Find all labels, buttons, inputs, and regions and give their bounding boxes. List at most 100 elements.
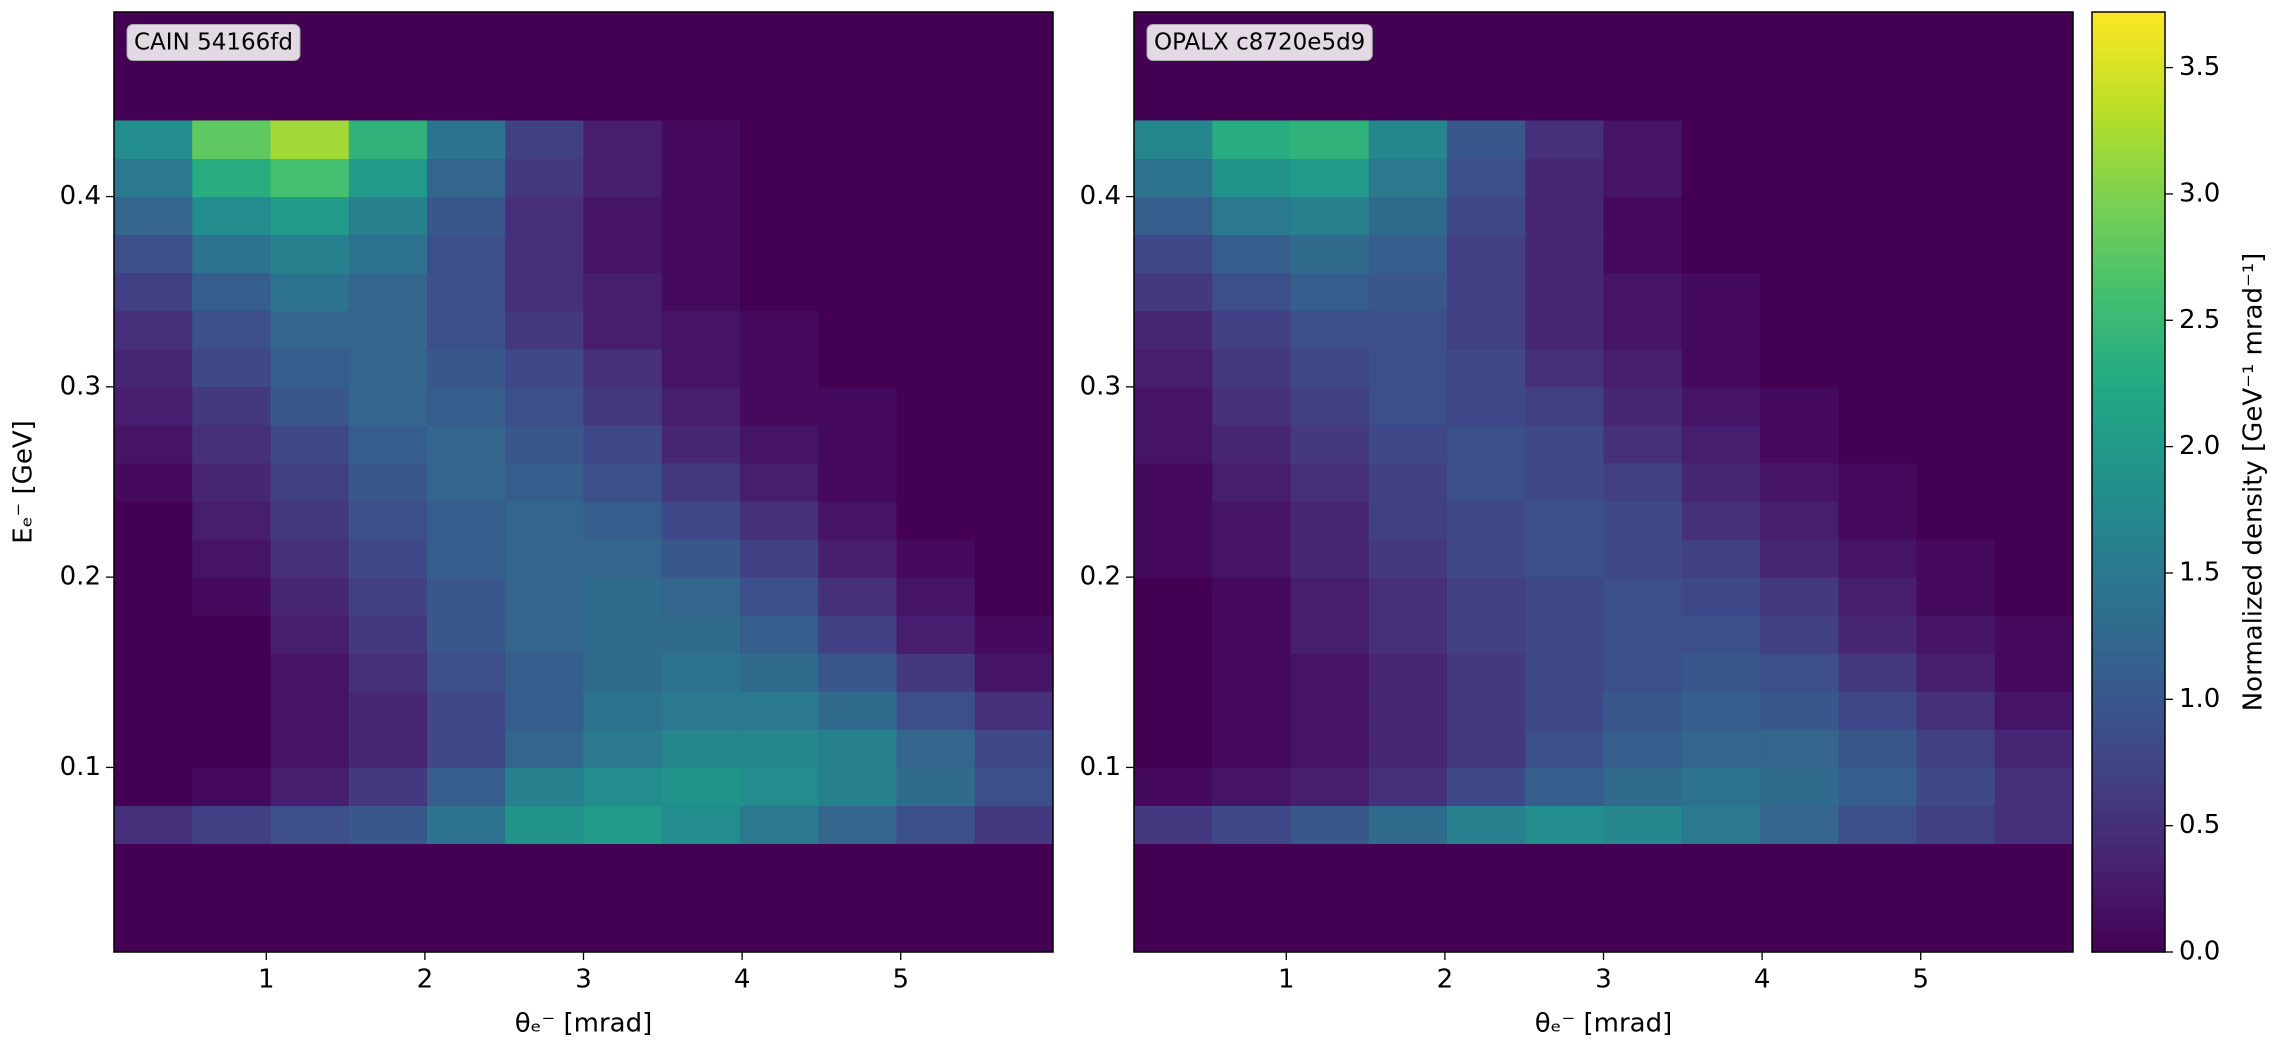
colorbar-gradient [2092, 872, 2165, 878]
heatmap-cell [1368, 691, 1448, 730]
heatmap-cell [505, 462, 584, 502]
colorbar-gradient [2092, 350, 2165, 356]
heatmap-cell [1525, 577, 1604, 616]
colorbar-gradient [2092, 392, 2165, 398]
colorbar-gradient [2092, 110, 2165, 116]
heatmap-cell [661, 501, 741, 540]
colorbar-tick-label: 2.0 [2179, 431, 2220, 461]
heatmap-cell [1134, 767, 1213, 806]
heatmap-cell [818, 539, 897, 578]
heatmap-cell [192, 272, 272, 312]
heatmap-cell [583, 196, 663, 236]
colorbar-gradient [2092, 120, 2165, 126]
heatmap-cell [505, 348, 584, 388]
colorbar-gradient [2092, 242, 2165, 248]
heatmap-cell [1838, 501, 1917, 540]
heatmap-cell [1760, 386, 1839, 426]
heatmap-cell [192, 462, 272, 502]
heatmap-cell [740, 805, 819, 845]
heatmap-cell [896, 691, 976, 730]
heatmap-cell [348, 805, 428, 845]
x-tick-label: 2 [1437, 965, 1454, 995]
heatmap-cell [192, 386, 272, 426]
colorbar-gradient [2092, 270, 2165, 276]
colorbar-gradient [2092, 77, 2165, 84]
heatmap-cell [1760, 577, 1839, 616]
heatmap-cell [1134, 120, 1213, 160]
heatmap-cell [740, 120, 819, 160]
colorbar-gradient [2092, 237, 2165, 243]
heatmap-cell [270, 691, 350, 730]
heatmap-cell [114, 196, 193, 236]
heatmap-cell [583, 729, 663, 768]
colorbar-gradient [2092, 778, 2165, 784]
colorbar-gradient [2092, 623, 2165, 629]
heatmap-cell [740, 196, 819, 236]
colorbar-gradient [2092, 289, 2165, 295]
heatmap-cell [192, 577, 272, 616]
heatmap-cell [1134, 424, 1213, 464]
heatmap-cell [505, 424, 584, 464]
heatmap-cell [1760, 501, 1839, 540]
heatmap-cell [818, 310, 897, 350]
heatmap-cell [1212, 120, 1292, 160]
heatmap-cell [818, 729, 897, 768]
heatmap-cell [270, 767, 350, 806]
colorbar-gradient [2092, 444, 2165, 450]
heatmap-cell [114, 234, 193, 274]
heatmap-cell [348, 691, 428, 730]
heatmap-cell [1760, 120, 1839, 160]
colorbar-gradient [2092, 524, 2165, 530]
heatmap-cell [1446, 767, 1526, 806]
heatmap-cell [114, 501, 193, 540]
colorbar-gradient [2092, 12, 2165, 18]
colorbar-gradient [2092, 96, 2165, 102]
colorbar-gradient [2092, 618, 2165, 624]
colorbar-gradient [2092, 702, 2165, 709]
colorbar-gradient [2092, 651, 2165, 657]
heatmap-cell [1994, 615, 2074, 654]
heatmap-cell [270, 577, 350, 616]
colorbar-gradient [2092, 881, 2165, 887]
heatmap-cell [896, 729, 976, 768]
heatmap-cell [1760, 805, 1839, 845]
colorbar-gradient [2092, 449, 2165, 455]
heatmap-cell [1525, 767, 1604, 806]
colorbar-gradient [2092, 895, 2165, 901]
colorbar-gradient [2092, 594, 2165, 601]
heatmap-cell [974, 691, 1054, 730]
heatmap-cell [1525, 310, 1604, 350]
colorbar-gradient [2092, 500, 2165, 507]
heatmap-cell [1134, 577, 1213, 616]
colorbar-gradient [2092, 533, 2165, 539]
heatmap-cell [270, 272, 350, 312]
heatmap-cell [505, 805, 584, 845]
heatmap-cell [1446, 691, 1526, 730]
heatmap-cell [1290, 653, 1370, 692]
heatmap-cell [1290, 348, 1370, 388]
x-tick-label: 1 [258, 965, 275, 995]
heatmap-cell [1446, 386, 1526, 426]
heatmap-cell [1838, 539, 1917, 578]
heatmap-cell [1134, 805, 1213, 845]
heatmap-cell [1290, 234, 1370, 274]
heatmap-cell [1525, 348, 1604, 388]
heatmap-cell [974, 234, 1054, 274]
colorbar-gradient [2092, 106, 2165, 112]
heatmap-cell [1525, 615, 1604, 654]
heatmap-cell [896, 120, 976, 160]
colorbar-gradient [2092, 853, 2165, 859]
heatmap-cell [1368, 424, 1448, 464]
heatmap-cell [1290, 424, 1370, 464]
heatmap-cell [348, 729, 428, 768]
heatmap-cell [583, 348, 663, 388]
heatmap-cell [1290, 767, 1370, 806]
heatmap-cell [1212, 234, 1292, 274]
heatmap-cell [1760, 196, 1839, 236]
colorbar-gradient [2092, 717, 2165, 723]
heatmap-cell [114, 120, 193, 160]
heatmap-cell [1446, 501, 1526, 540]
heatmap-cell [114, 539, 193, 578]
heatmap-cell [583, 653, 663, 692]
heatmap-cell [505, 691, 584, 730]
